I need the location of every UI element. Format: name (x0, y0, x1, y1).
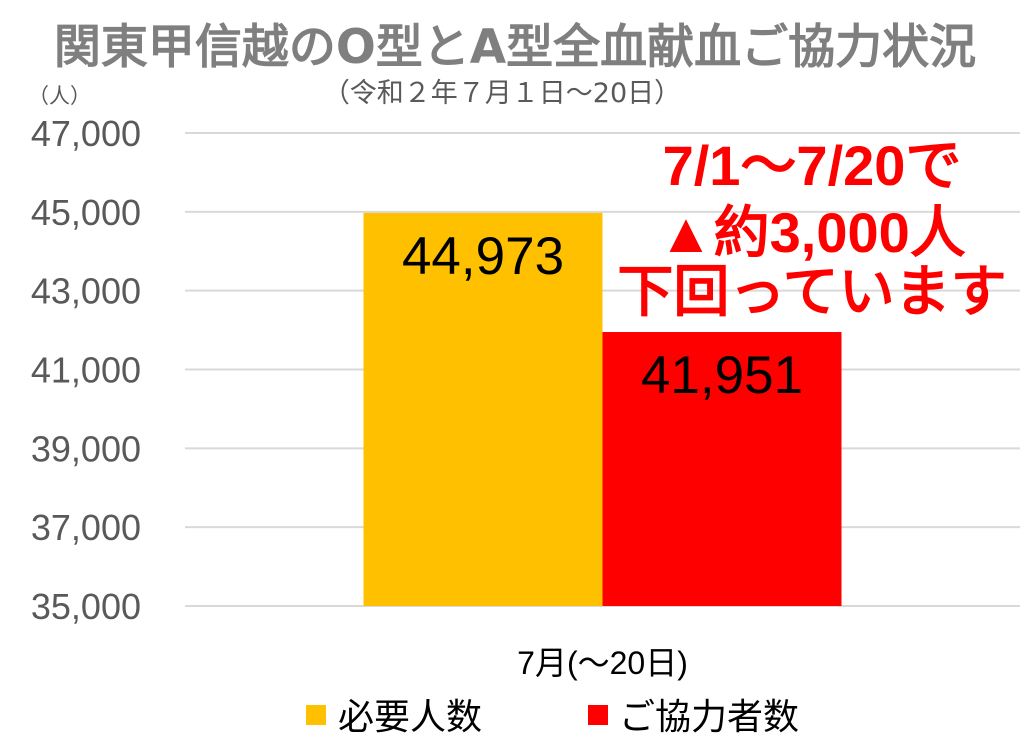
x-tick-label: 7月(～20日) (517, 645, 688, 681)
y-tick-label: 35,000 (31, 586, 141, 627)
y-tick-label: 41,000 (31, 350, 141, 391)
y-tick-label: 39,000 (31, 428, 141, 469)
legend-label-donor-count: ご協力者数 (619, 696, 799, 737)
data-labels: 44,973 41,951 (402, 227, 803, 405)
y-axis-unit: （人） (28, 84, 91, 108)
bar (602, 332, 842, 606)
y-tick-label: 37,000 (31, 507, 141, 548)
legend-item-required-count: 必要人数 (306, 696, 482, 737)
bar (363, 212, 603, 606)
chart-title: 関東甲信越のO型とA型全血献血ご協力状況 (54, 20, 976, 75)
legend-label-required-count: 必要人数 (338, 696, 482, 737)
annotation-line-2: ▲約3,000人 (658, 201, 966, 264)
annotation-line-1: 7/1～7/20で (663, 134, 962, 197)
annotation-line-3: 下回っています (617, 260, 1006, 323)
y-tick-label: 47,000 (31, 113, 141, 154)
x-tick-labels: 7月(～20日) (517, 645, 688, 681)
data-label: 44,973 (402, 227, 564, 286)
bars (363, 212, 842, 606)
annotation: 7/1～7/20で ▲約3,000人 下回っています (617, 134, 1006, 323)
y-tick-label: 43,000 (31, 271, 141, 312)
legend-swatch-required-count (306, 705, 326, 725)
y-tick-labels: 35,000 37,000 39,000 41,000 43,000 45,000 47,0… (31, 113, 141, 627)
chart-subtitle: （令和２年７月１日～20日） (323, 78, 681, 109)
y-tick-label: 45,000 (31, 192, 141, 233)
legend: 必要人数 ご協力者数 (306, 696, 799, 737)
data-label: 41,951 (641, 346, 803, 405)
legend-item-donor-count: ご協力者数 (588, 696, 799, 737)
legend-swatch-donor-count (588, 705, 608, 725)
